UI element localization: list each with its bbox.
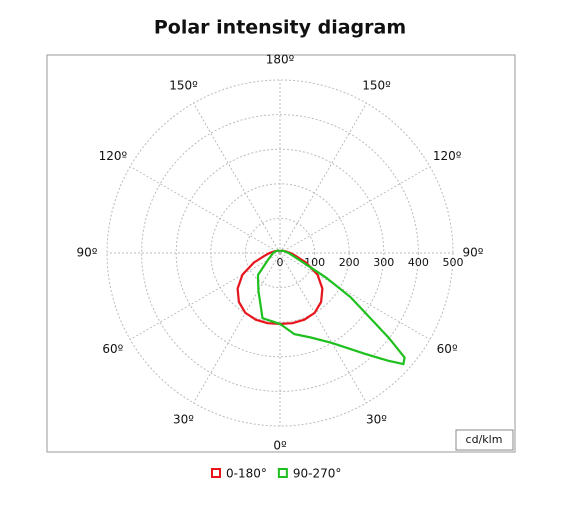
angle-label: 60º (437, 342, 458, 356)
angle-label: 90º (77, 246, 98, 260)
r-tick-label: 200 (339, 256, 360, 269)
angle-label: 30º (366, 413, 387, 427)
legend-swatch (211, 468, 221, 478)
angle-label: 180º (266, 53, 295, 67)
angle-label: 120º (433, 149, 462, 163)
r-tick-label: 300 (373, 256, 394, 269)
grid-circle (141, 114, 419, 392)
r-tick-label: 0 (277, 256, 284, 269)
legend-label: 90-270° (293, 467, 342, 481)
grid-circle (175, 148, 385, 358)
angle-label: 150º (362, 78, 391, 92)
angle-label: 60º (102, 342, 123, 356)
legend-label: 0-180° (226, 467, 267, 481)
angle-label: 30º (173, 413, 194, 427)
angle-label: 120º (99, 149, 128, 163)
plot-frame (46, 54, 516, 453)
angle-label: 90º (463, 246, 484, 260)
grid-spoke (129, 252, 281, 340)
grid-spoke (279, 166, 431, 254)
grid-spoke (279, 102, 367, 254)
r-tick-label: 400 (408, 256, 429, 269)
unit-box (455, 429, 514, 451)
grid-spoke (279, 252, 367, 404)
r-tick-label: 500 (443, 256, 464, 269)
series-curve (256, 249, 406, 366)
angle-label: 150º (169, 78, 198, 92)
angle-label: 0º (273, 439, 287, 453)
grid-spoke (193, 252, 281, 404)
unit-label: cd/klm (466, 433, 503, 446)
chart-title: Polar intensity diagram (154, 17, 406, 39)
grid-spoke (129, 166, 281, 254)
grid-spoke (193, 102, 281, 254)
grid-circle (244, 217, 316, 289)
grid-spoke (279, 252, 431, 340)
legend-swatch (277, 468, 288, 478)
